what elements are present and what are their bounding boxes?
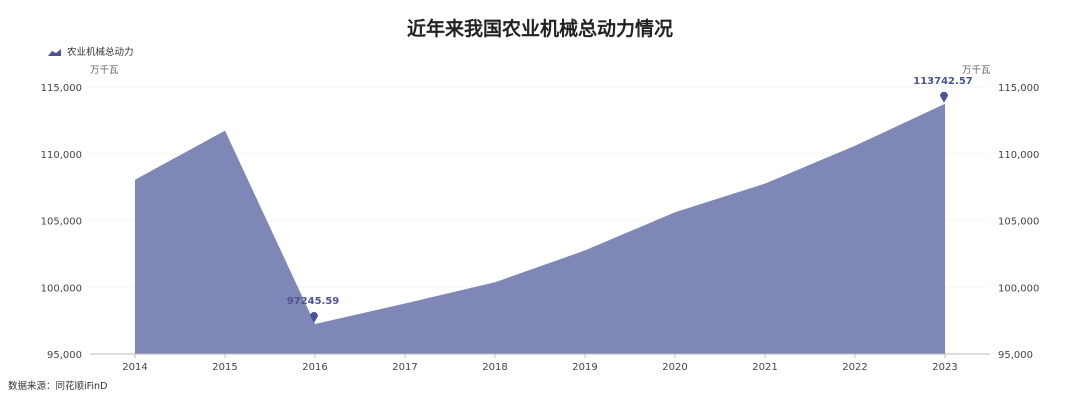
annotation-marker[interactable] <box>310 312 318 324</box>
y-tick-label-right: 115,000 <box>998 83 1039 94</box>
right-y-axis-ticks: 95,000 100,000 105,000 110,000 115,000 <box>998 83 1039 361</box>
series-area-layer <box>135 103 945 355</box>
x-tick-label: 2017 <box>392 362 417 373</box>
y-tick-label-right: 110,000 <box>998 150 1039 161</box>
y-tick-label-left: 100,000 <box>41 283 82 294</box>
y-tick-label-right: 100,000 <box>998 283 1039 294</box>
x-tick-label: 2021 <box>752 362 777 373</box>
x-tick-label: 2018 <box>482 362 507 373</box>
y-tick-label-left: 115,000 <box>41 83 82 94</box>
y-tick-label-right: 95,000 <box>998 350 1033 361</box>
annotation-label: 97245.59 <box>287 296 340 307</box>
legend-label: 农业机械总动力 <box>67 46 134 58</box>
x-tick-label: 2020 <box>662 362 687 373</box>
y-tick-label-left: 105,000 <box>41 217 82 228</box>
data-source-note: 数据来源：同花顺iFinD <box>8 380 107 392</box>
right-axis-unit: 万千瓦 <box>962 65 991 76</box>
x-tick-label: 2015 <box>212 362 237 373</box>
y-tick-label-left: 95,000 <box>47 350 82 361</box>
annotation-label: 113742.57 <box>913 76 973 87</box>
y-tick-label-right: 105,000 <box>998 217 1039 228</box>
annotations: 97245.59 113742.57 <box>287 76 973 324</box>
x-tick-label: 2019 <box>572 362 597 373</box>
x-tick-label: 2014 <box>122 362 147 373</box>
x-tick-label: 2022 <box>842 362 867 373</box>
left-axis-unit: 万千瓦 <box>90 65 119 76</box>
x-tick-label: 2016 <box>302 362 327 373</box>
left-y-axis-ticks: 95,000 100,000 105,000 110,000 115,000 <box>41 83 82 361</box>
annotation-marker[interactable] <box>940 91 948 103</box>
y-tick-label-left: 110,000 <box>41 150 82 161</box>
series-area <box>135 103 945 355</box>
x-axis-ticks: 2014 2015 2016 2017 2018 2019 2020 2021 2022 2023 <box>122 354 958 373</box>
area-legend-icon <box>48 49 61 56</box>
chart-title: 近年来我国农业机械总动力情况 <box>407 17 673 40</box>
x-tick-label: 2023 <box>932 362 957 373</box>
legend[interactable]: 农业机械总动力 <box>48 46 134 58</box>
